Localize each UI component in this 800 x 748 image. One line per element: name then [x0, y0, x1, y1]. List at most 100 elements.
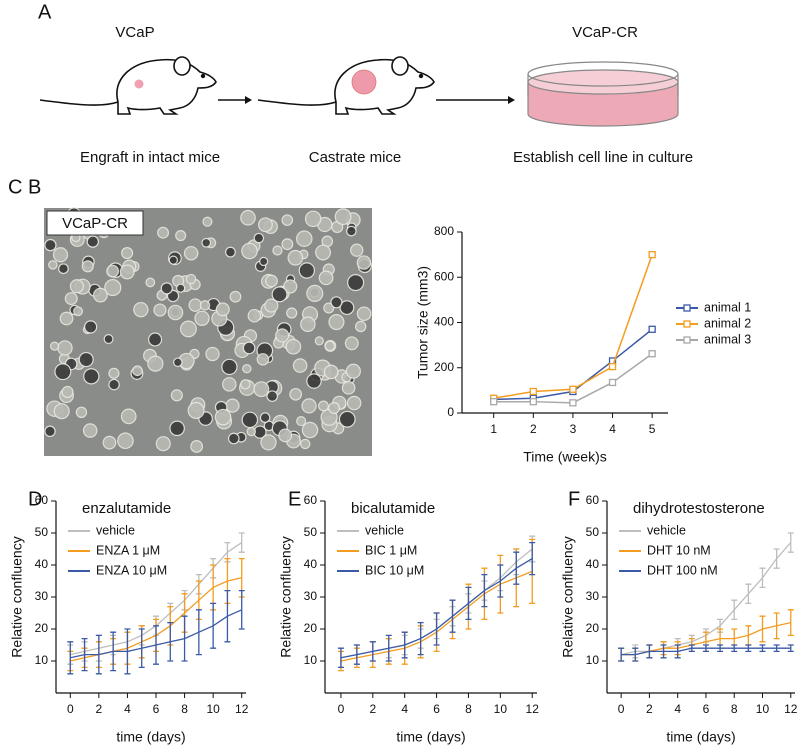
mouse: [39, 56, 217, 115]
panel-label: A: [38, 1, 52, 23]
cell: [271, 286, 288, 303]
culture-dish: [527, 61, 679, 127]
cell: [185, 273, 197, 285]
x-axis-label: Time (week)s: [523, 449, 607, 465]
x-tick-label: 10: [206, 702, 220, 716]
cell: [175, 230, 187, 242]
y-tick-label: 20: [586, 621, 600, 635]
error-bar: [67, 641, 74, 675]
cell: [214, 408, 232, 426]
cell: [304, 210, 322, 228]
caption: Establish cell line in culture: [513, 149, 693, 166]
y-axis-label: Relative confluency: [278, 536, 294, 657]
y-tick-label: 50: [304, 525, 318, 539]
x-tick-label: 0: [618, 702, 625, 716]
cell: [52, 247, 69, 263]
cell: [256, 353, 270, 366]
image-label: VCaP-CR: [62, 215, 128, 232]
cell: [285, 338, 302, 355]
arrowhead: [245, 96, 252, 104]
cell: [300, 438, 311, 450]
cell: [78, 351, 94, 368]
legend-label: vehicle: [647, 523, 686, 537]
tumor: [351, 69, 377, 95]
cell: [225, 398, 240, 413]
x-tick-label: 2: [646, 702, 653, 716]
cell: [275, 328, 290, 343]
y-tick-label: 30: [304, 589, 318, 603]
cell: [48, 260, 58, 270]
cell: [194, 310, 210, 326]
caption: Engraft in intact mice: [80, 149, 220, 166]
y-tick-label: 30: [586, 589, 600, 603]
legend-label: vehicle: [365, 523, 404, 537]
cell: [247, 308, 262, 323]
tumor: [134, 79, 144, 89]
cell: [241, 242, 258, 260]
y-axis-label: Tumor size (mm3): [415, 266, 431, 379]
cell: [133, 301, 149, 318]
cell: [253, 232, 265, 244]
y-tick-label: 60: [586, 493, 600, 507]
marker: [648, 325, 656, 333]
legend-marker: [683, 336, 691, 344]
cell: [323, 364, 339, 380]
cell: [173, 357, 183, 368]
mouse: [257, 56, 435, 115]
chart-title: bicalutamide: [351, 500, 435, 517]
y-axis-label: Relative confluency: [9, 536, 25, 657]
cell: [61, 385, 74, 399]
error-bar: [618, 647, 625, 662]
cell: [86, 235, 100, 248]
cell: [356, 255, 372, 270]
x-tick-label: 4: [609, 422, 616, 436]
panel-label: E: [288, 488, 301, 510]
cell: [345, 363, 361, 379]
y-tick-label: 20: [35, 621, 49, 635]
cell: [354, 320, 367, 333]
marker: [529, 398, 537, 406]
legend-label: ENZA 1 μM: [96, 543, 160, 557]
cell: [190, 440, 204, 453]
cell: [300, 316, 316, 332]
cell: [201, 237, 212, 248]
legend-label: BIC 1 μM: [365, 543, 417, 557]
cell: [259, 256, 269, 267]
cell: [240, 209, 256, 226]
cell: [205, 346, 220, 362]
marker: [569, 385, 577, 393]
cell: [75, 406, 88, 418]
marker: [648, 250, 656, 259]
x-tick-label: 12: [526, 702, 540, 716]
cell: [215, 302, 230, 317]
marker: [569, 399, 577, 407]
cell: [278, 428, 293, 443]
cell: [347, 274, 365, 292]
series-line: [70, 609, 242, 659]
x-tick-label: 5: [649, 422, 656, 436]
cell: [318, 270, 334, 286]
series-line: [493, 353, 653, 404]
y-tick-label: 50: [35, 525, 49, 539]
y-tick-label: 400: [434, 315, 454, 329]
cell: [328, 313, 345, 331]
cell: [287, 249, 304, 266]
cell: [314, 336, 324, 346]
cell: [264, 298, 279, 313]
cell: [153, 303, 167, 317]
cell: [169, 420, 185, 437]
cell: [356, 306, 372, 322]
cell: [306, 284, 324, 302]
cell: [344, 336, 359, 351]
cell: [253, 381, 270, 398]
cell: [103, 334, 114, 345]
cell: [346, 395, 362, 411]
cell: [168, 255, 178, 265]
marker: [490, 398, 498, 406]
x-tick-label: 6: [153, 702, 160, 716]
cell: [318, 400, 329, 412]
cell: [225, 246, 236, 258]
legend-label: animal 2: [704, 316, 751, 330]
cell: [120, 408, 137, 425]
cell: [147, 355, 164, 372]
